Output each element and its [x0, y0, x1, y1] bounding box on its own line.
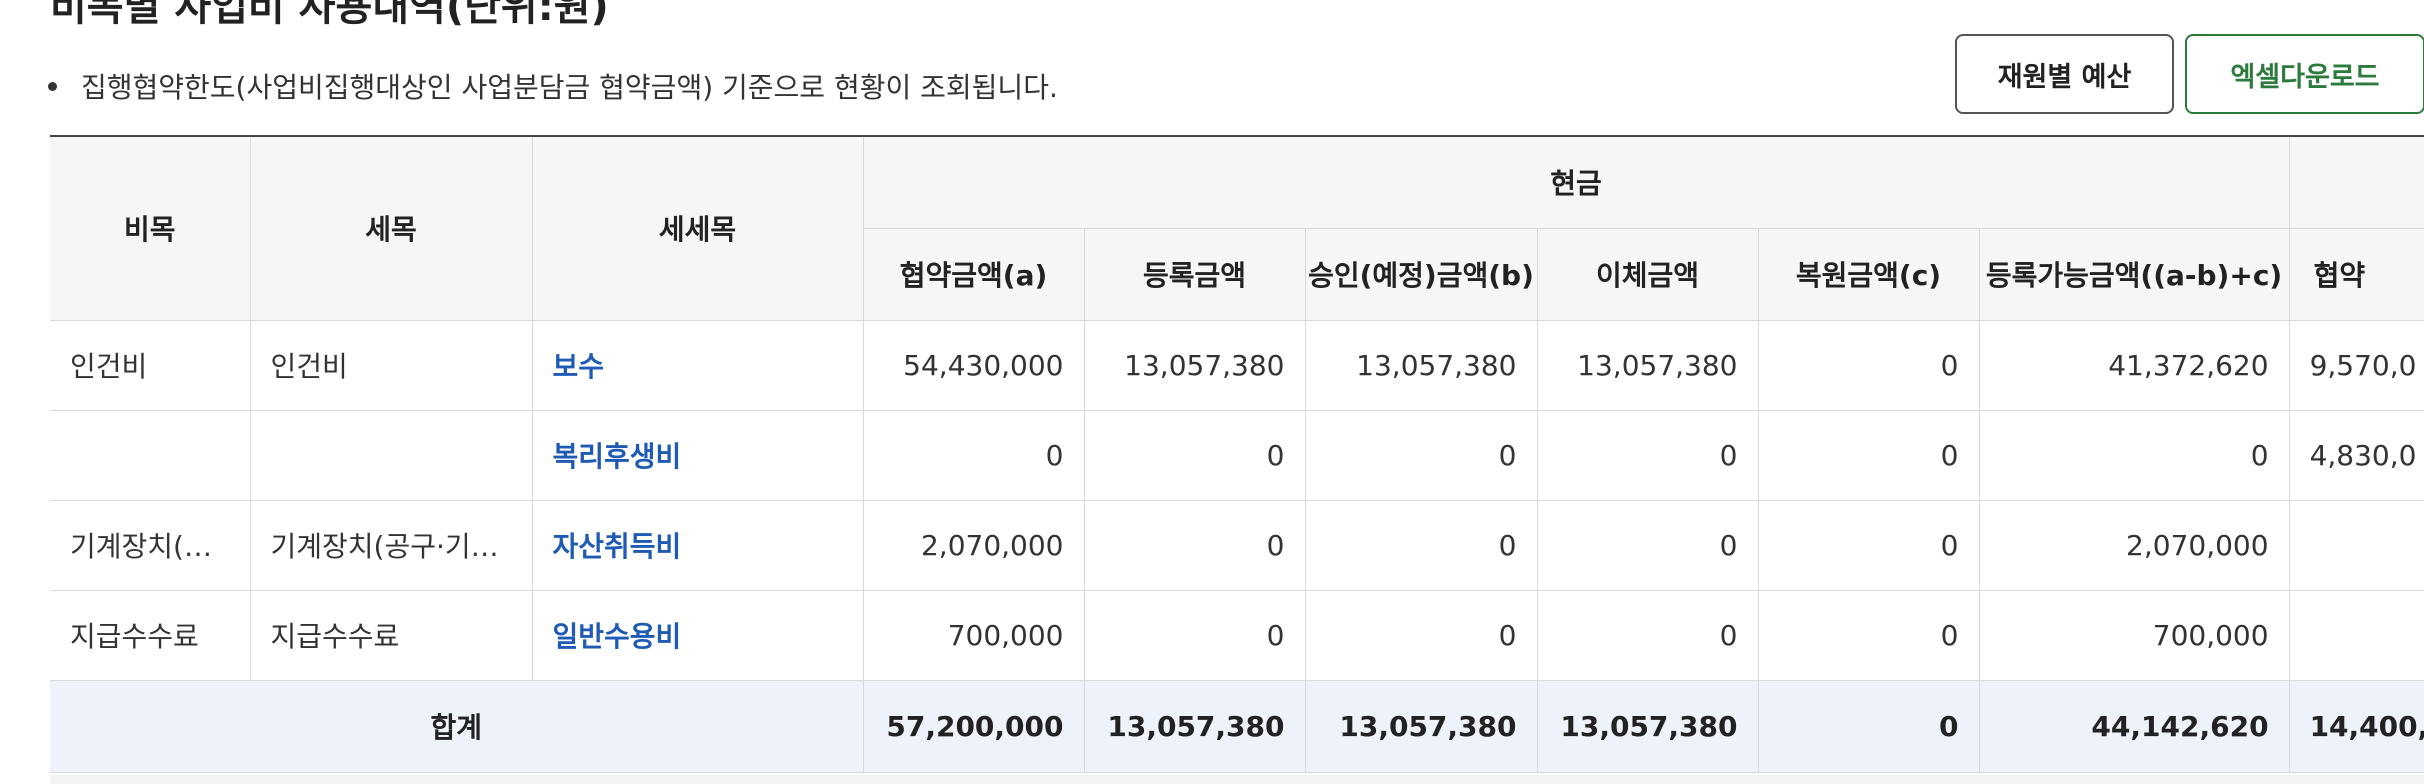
cell-transfer: 0 — [1536, 409, 1759, 501]
detail-link[interactable]: 자산취득비 — [531, 499, 864, 591]
cell-category: 기계장치(… — [50, 499, 251, 591]
table-row: 기계장치(… 기계장치(공구·기… 자산취득비 2,070,000 0 0 0 … — [50, 499, 2424, 591]
header-available-amount[interactable]: 등록가능금액((a-b)+c) — [1978, 227, 2290, 321]
cell-restored: 0 — [1757, 319, 1980, 411]
total-contract: 57,200,000 — [862, 679, 1085, 773]
cell-subcategory — [249, 409, 533, 501]
table-row: 지급수수료 지급수수료 일반수용비 700,000 0 0 0 0 700,00… — [50, 589, 2424, 681]
horizontal-scrollbar-track[interactable] — [50, 775, 2424, 784]
cell-subcategory: 지급수수료 — [249, 589, 533, 681]
cell-next-contract — [2288, 499, 2424, 591]
detail-link[interactable]: 일반수용비 — [531, 589, 864, 681]
cell-registered: 0 — [1083, 589, 1306, 681]
page-title: 비목별 사업비 사용내역(단위:원) — [50, 0, 609, 30]
cell-transfer: 0 — [1536, 589, 1759, 681]
header-restored-amount[interactable]: 복원금액(c) — [1757, 227, 1980, 321]
header-subcategory[interactable]: 세목 — [249, 135, 533, 321]
cell-contract: 2,070,000 — [862, 499, 1085, 591]
header-category[interactable]: 비목 — [50, 135, 251, 321]
bullet-icon — [48, 81, 57, 91]
total-transfer: 13,057,380 — [1536, 679, 1759, 773]
total-restored: 0 — [1757, 679, 1980, 773]
total-approved: 13,057,380 — [1304, 679, 1538, 773]
cell-restored: 0 — [1757, 499, 1980, 591]
cell-contract: 54,430,000 — [862, 319, 1085, 411]
cell-next-contract — [2288, 589, 2424, 681]
budget-by-source-button[interactable]: 재원별 예산 — [1955, 34, 2174, 114]
cell-category — [50, 409, 251, 501]
cell-approved: 13,057,380 — [1304, 319, 1538, 411]
cell-approved: 0 — [1304, 589, 1538, 681]
cell-next-contract: 9,570,0 — [2288, 319, 2424, 411]
header-next-contract-amount[interactable]: 협약 — [2288, 227, 2424, 321]
cell-transfer: 0 — [1536, 499, 1759, 591]
detail-link[interactable]: 보수 — [531, 319, 864, 411]
header-detail[interactable]: 세세목 — [531, 135, 864, 321]
cell-transfer: 13,057,380 — [1536, 319, 1759, 411]
excel-download-button[interactable]: 엑셀다운로드 — [2185, 34, 2424, 114]
cell-subcategory: 기계장치(공구·기… — [249, 499, 533, 591]
cell-contract: 0 — [862, 409, 1085, 501]
total-label: 합계 — [50, 679, 864, 773]
table-row: 복리후생비 0 0 0 0 0 0 4,830,0 — [50, 409, 2424, 501]
total-next-contract: 14,400,0 — [2288, 679, 2424, 773]
total-row: 합계 57,200,000 13,057,380 13,057,380 13,0… — [50, 679, 2424, 773]
cell-available: 2,070,000 — [1978, 499, 2290, 591]
header-next-group — [2288, 135, 2424, 229]
notice-label: 집행협약한도(사업비집행대상인 사업분담금 협약금액) 기준으로 현황이 조회됩… — [81, 71, 1058, 104]
expense-table-container[interactable]: 비목 세목 세세목 현금 협약금액(a) 등록금액 승인(예정)금액(b) 이체… — [50, 135, 2424, 775]
cell-subcategory: 인건비 — [249, 319, 533, 411]
detail-link[interactable]: 복리후생비 — [531, 409, 864, 501]
expense-table: 비목 세목 세세목 현금 협약금액(a) 등록금액 승인(예정)금액(b) 이체… — [50, 135, 2424, 773]
cell-contract: 700,000 — [862, 589, 1085, 681]
cell-restored: 0 — [1757, 589, 1980, 681]
cell-category: 인건비 — [50, 319, 251, 411]
header-cash-group: 현금 — [862, 135, 2290, 229]
table-row: 인건비 인건비 보수 54,430,000 13,057,380 13,057,… — [50, 319, 2424, 411]
cell-approved: 0 — [1304, 499, 1538, 591]
header-contract-amount[interactable]: 협약금액(a) — [863, 227, 1085, 321]
cell-registered: 0 — [1083, 499, 1306, 591]
cell-available: 41,372,620 — [1978, 319, 2290, 411]
header-registered-amount[interactable]: 등록금액 — [1083, 227, 1306, 321]
cell-approved: 0 — [1304, 409, 1538, 501]
header-transfer-amount[interactable]: 이체금액 — [1536, 227, 1759, 321]
total-registered: 13,057,380 — [1083, 679, 1306, 773]
header-approved-amount[interactable]: 승인(예정)금액(b) — [1304, 227, 1538, 321]
cell-restored: 0 — [1757, 409, 1980, 501]
notice-text: 집행협약한도(사업비집행대상인 사업분담금 협약금액) 기준으로 현황이 조회됩… — [48, 66, 1058, 106]
cell-available: 700,000 — [1978, 589, 2290, 681]
cell-next-contract: 4,830,0 — [2288, 409, 2424, 501]
cell-registered: 13,057,380 — [1083, 319, 1306, 411]
cell-available: 0 — [1978, 409, 2290, 501]
cell-registered: 0 — [1083, 409, 1306, 501]
total-available: 44,142,620 — [1978, 679, 2290, 773]
cell-category: 지급수수료 — [50, 589, 251, 681]
